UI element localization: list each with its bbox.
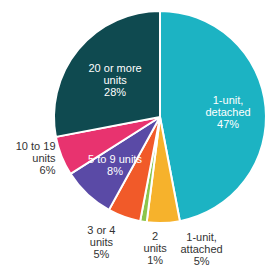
svg-text:10 to 19units6%: 10 to 19units6% [16,140,56,176]
svg-text:5 to 9 units8%: 5 to 9 units8% [88,153,142,177]
svg-text:1-unit,detached47%: 1-unit,detached47% [205,94,250,130]
svg-text:1-unit,attached5%: 1-unit,attached5% [180,231,222,267]
svg-text:20 or moreunits28%: 20 or moreunits28% [88,62,141,98]
svg-text:2units1%: 2units1% [144,230,168,266]
svg-text:3 or 4units5%: 3 or 4units5% [87,224,115,260]
